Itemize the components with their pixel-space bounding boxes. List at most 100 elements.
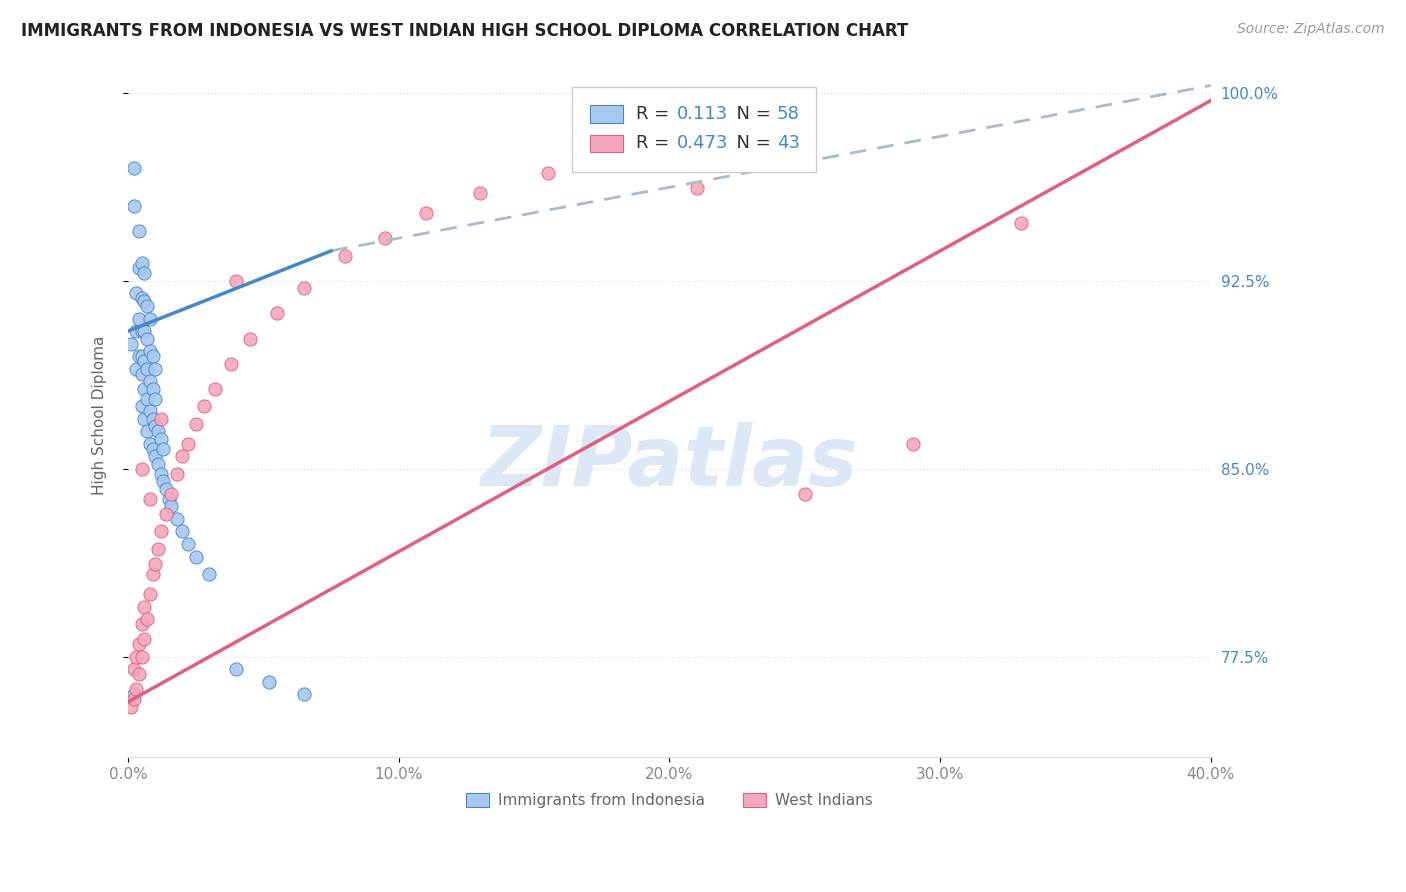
Point xyxy=(131,399,153,413)
Point xyxy=(152,475,174,489)
Point xyxy=(143,361,166,376)
Point xyxy=(120,336,142,351)
Text: Source: ZipAtlas.com: Source: ZipAtlas.com xyxy=(1237,22,1385,37)
Point xyxy=(139,344,162,359)
Point xyxy=(136,332,159,346)
Point xyxy=(136,392,159,406)
Point xyxy=(537,166,560,180)
Point xyxy=(128,261,150,276)
Point xyxy=(134,354,156,368)
Point xyxy=(134,324,156,338)
Text: IMMIGRANTS FROM INDONESIA VS WEST INDIAN HIGH SCHOOL DIPLOMA CORRELATION CHART: IMMIGRANTS FROM INDONESIA VS WEST INDIAN… xyxy=(21,22,908,40)
Point xyxy=(131,462,153,476)
Point xyxy=(266,306,288,320)
Point xyxy=(131,349,153,363)
Point xyxy=(219,357,242,371)
Point xyxy=(184,549,207,564)
Point xyxy=(193,399,215,413)
Point xyxy=(139,587,162,601)
Point xyxy=(146,457,169,471)
Point xyxy=(292,687,315,701)
Point xyxy=(136,424,159,438)
Text: R =: R = xyxy=(636,135,675,153)
Text: 43: 43 xyxy=(776,135,800,153)
Point xyxy=(122,662,145,676)
Point xyxy=(166,512,188,526)
Point xyxy=(793,487,815,501)
Point xyxy=(146,424,169,438)
Text: 0.473: 0.473 xyxy=(678,135,728,153)
Point xyxy=(134,293,156,308)
Point xyxy=(131,256,153,270)
Point xyxy=(257,674,280,689)
FancyBboxPatch shape xyxy=(591,105,623,123)
Point xyxy=(134,411,156,425)
Point xyxy=(292,281,315,295)
Point xyxy=(128,637,150,651)
Point xyxy=(155,482,177,496)
Text: ZIPatlas: ZIPatlas xyxy=(481,422,859,503)
Legend: Immigrants from Indonesia, West Indians: Immigrants from Indonesia, West Indians xyxy=(460,787,879,814)
Point xyxy=(134,382,156,396)
Point xyxy=(134,267,156,281)
Point xyxy=(136,361,159,376)
Point xyxy=(172,524,194,539)
Point xyxy=(157,491,180,506)
Point xyxy=(143,419,166,434)
Point xyxy=(155,507,177,521)
Point xyxy=(134,599,156,614)
Point xyxy=(134,632,156,647)
Point xyxy=(149,411,172,425)
Point xyxy=(139,311,162,326)
Point xyxy=(139,374,162,388)
Point xyxy=(125,682,148,697)
Point xyxy=(136,612,159,626)
Point xyxy=(131,617,153,632)
Point xyxy=(152,442,174,456)
Text: 0.113: 0.113 xyxy=(678,105,728,123)
Point xyxy=(468,186,491,201)
Point xyxy=(225,662,247,676)
Point xyxy=(146,541,169,556)
Point xyxy=(160,500,183,514)
Point xyxy=(149,524,172,539)
Point xyxy=(177,537,200,551)
Point xyxy=(149,467,172,481)
Point xyxy=(685,181,707,195)
Point xyxy=(120,699,142,714)
Text: 58: 58 xyxy=(776,105,800,123)
Point xyxy=(141,382,163,396)
Point xyxy=(125,649,148,664)
Point xyxy=(125,286,148,301)
Point xyxy=(605,156,627,170)
Point xyxy=(122,692,145,706)
Point xyxy=(141,442,163,456)
Point xyxy=(141,411,163,425)
Point xyxy=(141,567,163,582)
Point xyxy=(141,349,163,363)
Point xyxy=(136,299,159,313)
Point xyxy=(128,311,150,326)
Point xyxy=(131,367,153,381)
Point xyxy=(901,437,924,451)
Point xyxy=(225,274,247,288)
Point xyxy=(128,224,150,238)
Point xyxy=(131,292,153,306)
Point xyxy=(1010,216,1032,230)
Point xyxy=(139,437,162,451)
Point xyxy=(139,404,162,418)
Point xyxy=(125,361,148,376)
Text: R =: R = xyxy=(636,105,675,123)
Point xyxy=(139,491,162,506)
Point xyxy=(125,324,148,338)
Point xyxy=(166,467,188,481)
Point xyxy=(143,392,166,406)
Point xyxy=(374,231,396,245)
Point xyxy=(122,161,145,176)
Point xyxy=(177,437,200,451)
Point xyxy=(149,432,172,446)
Point xyxy=(122,199,145,213)
Point xyxy=(131,649,153,664)
Text: N =: N = xyxy=(724,135,776,153)
Point xyxy=(204,382,226,396)
